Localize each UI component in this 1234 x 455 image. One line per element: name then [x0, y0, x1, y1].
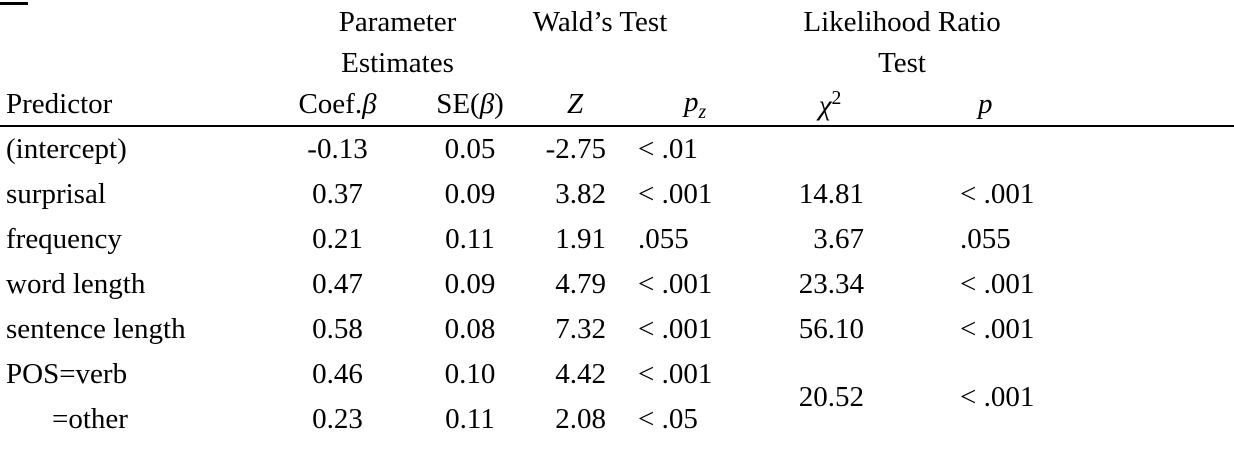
cell-predictor: surprisal	[6, 178, 106, 210]
cell-coef: 0.46	[312, 358, 363, 390]
cell-se: 0.09	[444, 178, 496, 210]
cell-chi2-merged: 20.52	[798, 380, 865, 413]
cell-predictor: frequency	[6, 223, 122, 255]
group-header-spacer	[0, 2, 265, 43]
cell-coef: 0.58	[312, 313, 363, 345]
group-header-parameter-estimates: Parameter	[338, 6, 457, 38]
cell-p: < .001	[960, 268, 1035, 300]
group-header-likelihood-ratio: Likelihood Ratio	[803, 6, 1001, 38]
cell-coef: 0.47	[312, 268, 363, 300]
cell-chi2: 23.34	[798, 268, 865, 300]
cell-z: 7.32	[555, 313, 607, 345]
cell-p	[890, 126, 1234, 172]
pz-subscript: z	[698, 100, 707, 123]
cell-predictor: POS=verb	[6, 358, 128, 390]
group-header-parameter-estimates-line2: Estimates	[341, 47, 454, 79]
cell-predictor: (intercept)	[6, 133, 127, 165]
cell-predictor: word length	[6, 268, 146, 300]
cell-se: 0.10	[444, 358, 496, 390]
group-header-row-1: Parameter Wald’s Test Likelihood Ratio	[0, 2, 1234, 43]
coef-label: Coef.	[298, 88, 363, 120]
cell-coef: 0.37	[312, 178, 363, 210]
col-header-p: p	[890, 84, 1234, 127]
table-body: (intercept) -0.13 0.05 -2.75 < .01 surpr…	[0, 126, 1234, 442]
cell-se: 0.05	[444, 133, 496, 165]
cell-chi2: 3.67	[813, 223, 865, 255]
col-header-chi-squared: χ2	[770, 84, 891, 127]
cell-z: 4.42	[555, 358, 607, 390]
beta-symbol: β	[362, 88, 377, 120]
table-row-surprisal: surprisal 0.37 0.09 3.82 < .001 14.81 < …	[0, 172, 1234, 217]
cell-z: 3.82	[555, 178, 607, 210]
table-header: Parameter Wald’s Test Likelihood Ratio E…	[0, 2, 1234, 127]
group-header-walds-test: Wald’s Test	[532, 6, 668, 38]
table-top-rule-fragment	[0, 2, 28, 5]
table-row-pos-other: =other 0.23 0.11 2.08 < .05	[0, 397, 1234, 442]
p-symbol: p	[978, 88, 993, 120]
col-header-se-beta: SE(β)	[410, 84, 531, 127]
cell-se: 0.09	[444, 268, 496, 300]
group-header-row-2: Estimates Test	[0, 43, 1234, 84]
cell-coef: -0.13	[307, 133, 368, 165]
cell-chi2: 56.10	[798, 313, 865, 345]
cell-chi2	[770, 126, 890, 172]
se-open: SE(	[436, 88, 480, 120]
cell-pz: < .001	[638, 358, 713, 390]
regression-results-table: Parameter Wald’s Test Likelihood Ratio E…	[0, 2, 1234, 442]
p-symbol: p	[683, 85, 699, 118]
cell-p: < .001	[960, 178, 1035, 210]
chi-symbol: χ	[818, 89, 832, 122]
group-header-spacer	[0, 43, 265, 84]
col-header-pz: pz	[620, 84, 771, 127]
cell-se: 0.11	[445, 403, 495, 435]
group-header-walds-test-line2	[530, 43, 770, 84]
cell-se: 0.08	[444, 313, 496, 345]
cell-z: 4.79	[555, 268, 607, 300]
col-header-predictor: Predictor	[0, 84, 265, 127]
cell-p: < .001	[960, 313, 1035, 345]
cell-pz: < .001	[638, 178, 713, 210]
table-row-word-length: word length 0.47 0.09 4.79 < .001 23.34 …	[0, 262, 1234, 307]
cell-pz: < .001	[638, 313, 713, 345]
cell-pz: < .01	[638, 133, 698, 165]
chi-superscript: 2	[831, 86, 842, 109]
cell-coef: 0.23	[312, 403, 363, 435]
cell-z: 1.91	[555, 223, 607, 255]
cell-p-merged: < .001	[960, 380, 1035, 413]
col-header-coef-beta: Coef.β	[265, 84, 410, 127]
cell-z: -2.75	[545, 133, 607, 165]
cell-pz: < .05	[638, 403, 698, 435]
cell-se: 0.11	[445, 223, 495, 255]
table-row-pos-verb: POS=verb 0.46 0.10 4.42 < .001 20.52 < .…	[0, 352, 1234, 413]
beta-symbol: β	[479, 88, 495, 120]
cell-pz: < .001	[638, 268, 713, 300]
group-header-likelihood-ratio-line2: Test	[878, 47, 926, 79]
cell-p: .055	[960, 223, 1011, 255]
cell-coef: 0.21	[312, 223, 363, 255]
cell-pz: .055	[638, 223, 689, 255]
table-row-frequency: frequency 0.21 0.11 1.91 .055 3.67 .055	[0, 217, 1234, 262]
cell-predictor: =other	[52, 403, 128, 435]
z-symbol: Z	[566, 88, 584, 120]
cell-z: 2.08	[555, 403, 607, 435]
cell-predictor: sentence length	[6, 313, 186, 345]
table-row-intercept: (intercept) -0.13 0.05 -2.75 < .01	[0, 126, 1234, 172]
table-row-sentence-length: sentence length 0.58 0.08 7.32 < .001 56…	[0, 307, 1234, 352]
col-header-z: Z	[530, 84, 621, 127]
cell-chi2: 14.81	[798, 178, 865, 210]
se-close: )	[494, 88, 504, 120]
column-header-row: Predictor Coef.β SE(β) Z pz χ2 p	[0, 84, 1234, 127]
